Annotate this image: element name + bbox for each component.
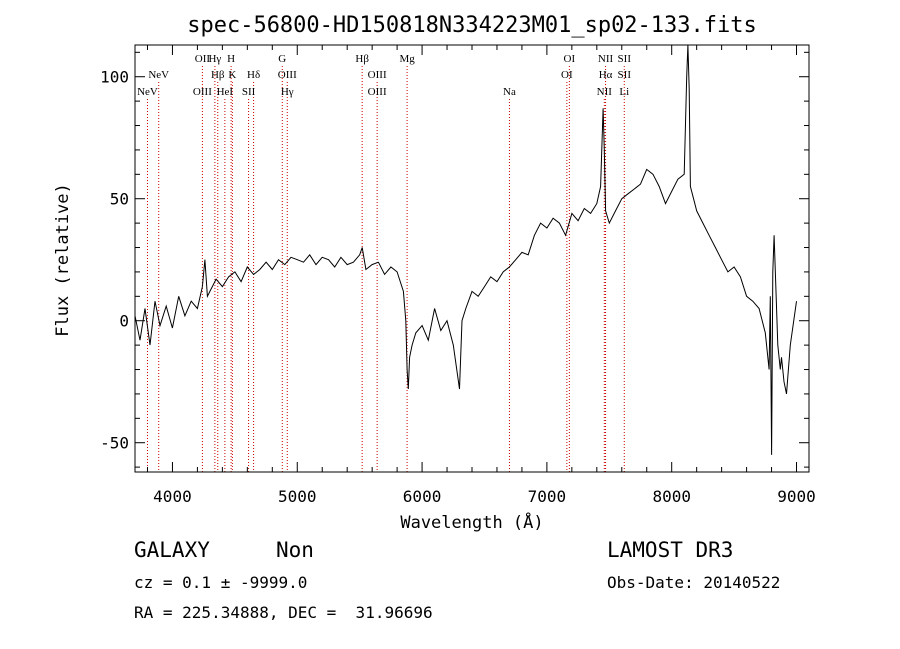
x-tick-label-2: 6000	[403, 487, 442, 506]
x-tick-label-5: 9000	[777, 487, 816, 506]
x-tick-label-3: 7000	[528, 487, 567, 506]
line-label-24: SII	[618, 53, 632, 65]
survey-name: LAMOST DR3	[607, 538, 734, 562]
line-label-4: Hγ	[208, 53, 221, 65]
line-label-15: OIII	[368, 69, 387, 81]
chart-title: spec-56800-HD150818N334223M01_sp02-133.f…	[187, 13, 757, 38]
line-label-2: OII	[195, 53, 211, 65]
line-label-23: NII	[597, 86, 613, 98]
line-label-8: K	[228, 69, 236, 81]
line-label-26: Li	[619, 86, 629, 98]
line-label-6: HeI	[217, 86, 234, 98]
line-label-16: OIII	[368, 86, 387, 98]
obs-date: Obs-Date: 20140522	[607, 573, 781, 592]
line-label-12: OIII	[278, 69, 297, 81]
y-axis-label: Flux (relative)	[53, 183, 73, 337]
line-label-7: H	[227, 53, 235, 65]
line-label-20: OI	[561, 69, 573, 81]
plot-frame	[134, 44, 810, 473]
line-label-1: NeV	[148, 69, 169, 81]
y-tick-label-0: -50	[100, 434, 129, 453]
object-class: GALAXY	[134, 538, 210, 562]
y-tick-label-1: 0	[119, 312, 129, 331]
line-label-17: Mg	[399, 53, 415, 65]
line-label-25: SII	[618, 69, 632, 81]
line-label-19: OI	[564, 53, 576, 65]
line-label-5: Hβ	[211, 69, 225, 81]
coordinates: RA = 225.34888, DEC = 31.96696	[134, 603, 433, 622]
x-tick-label-0: 4000	[153, 487, 192, 506]
redshift-readout: cz = 0.1 ± -9999.0	[134, 573, 308, 592]
line-label-11: G	[278, 53, 286, 65]
line-label-18: Na	[503, 86, 516, 98]
line-label-10: Hδ	[247, 69, 260, 81]
line-label-9: SII	[242, 86, 256, 98]
x-tick-label-1: 5000	[278, 487, 317, 506]
x-axis-label: Wavelength (Å)	[400, 511, 543, 533]
spectrum-series-line	[134, 44, 797, 455]
line-label-14: Hβ	[355, 53, 369, 65]
line-label-0: NeV	[137, 86, 158, 98]
line-label-21: NII	[598, 53, 614, 65]
line-label-3: OIII	[193, 86, 212, 98]
y-tick-label-2: 50	[110, 190, 129, 209]
y-tick-label-3: 100	[100, 68, 129, 87]
x-tick-label-4: 8000	[652, 487, 691, 506]
object-subclass: Non	[276, 538, 314, 562]
line-label-22: Hα	[599, 69, 613, 81]
line-label-13: Hγ	[281, 86, 294, 98]
